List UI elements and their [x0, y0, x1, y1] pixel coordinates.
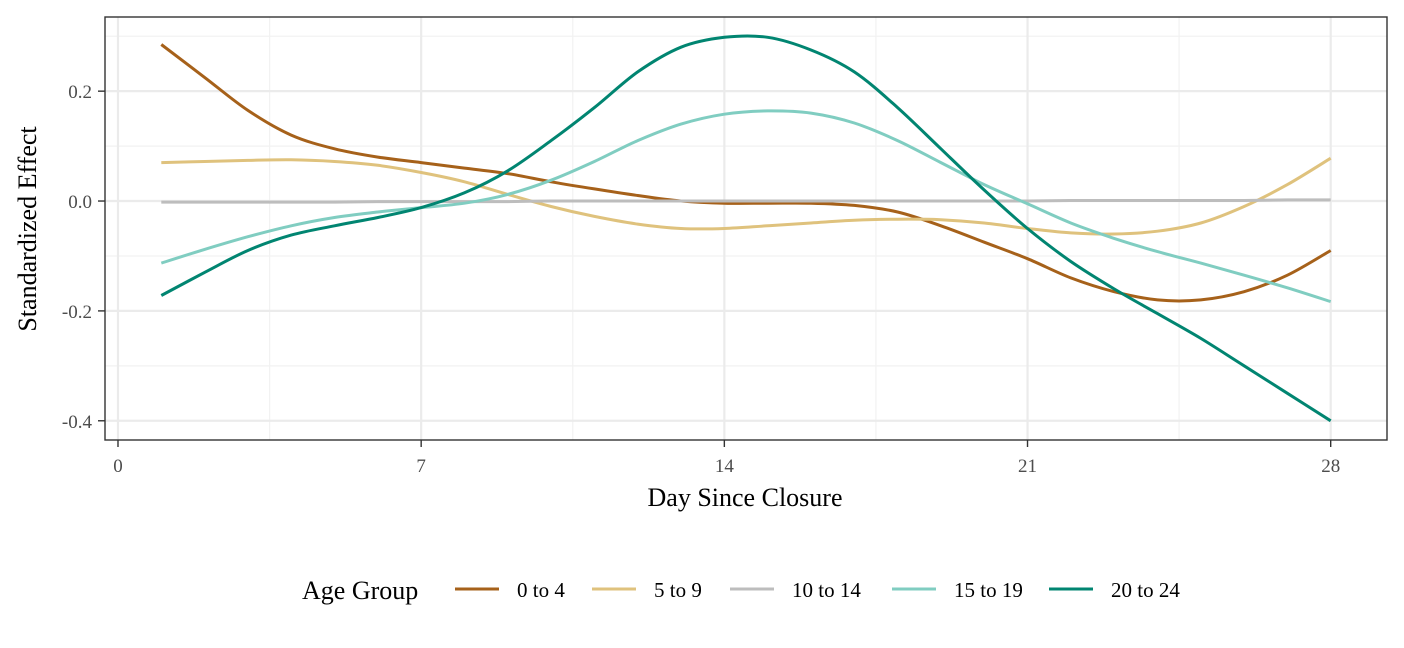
x-axis-title: Day Since Closure	[648, 483, 843, 512]
series-line-0-to-4	[160, 43, 1332, 303]
x-tick-label-1: 7	[416, 456, 426, 477]
plot-panel-border	[104, 16, 1388, 441]
legend-items: 0 to 4 5 to 9 10 to 14 15 to 19 20 to 24	[455, 578, 1180, 602]
series-line-20-to-24	[160, 34, 1332, 423]
legend: Age Group 0 to 4 5 to 9 10 to 14 15 to 19 20…	[302, 576, 1180, 605]
x-tick-label-2: 14	[715, 456, 735, 477]
legend-label-15-to-19: 15 to 19	[954, 578, 1023, 602]
y-tick-label-3: 0.2	[68, 82, 92, 103]
series-line-15-to-19	[160, 109, 1332, 304]
legend-label-5-to-9: 5 to 9	[654, 578, 702, 602]
y-tick-label-1: -0.2	[62, 302, 92, 323]
x-tick-label-0: 0	[113, 456, 123, 477]
series-lines	[160, 34, 1332, 423]
legend-label-20-to-24: 20 to 24	[1111, 578, 1180, 602]
series-line-5-to-9	[161, 156, 1332, 236]
y-axis-title: Standardized Effect	[13, 126, 42, 332]
grid	[105, 17, 1387, 440]
x-tick-label-4: 28	[1321, 456, 1340, 477]
y-tick-label-2: 0.0	[68, 192, 92, 213]
axes: 0 7 14 21 28 -0.4 -0.2 0.0 0.2	[62, 82, 1340, 477]
series-line-10-to-14	[161, 198, 1331, 204]
legend-label-0-to-4: 0 to 4	[517, 578, 565, 602]
legend-title: Age Group	[302, 576, 418, 605]
legend-label-10-to-14: 10 to 14	[792, 578, 861, 602]
x-tick-label-3: 21	[1018, 456, 1037, 477]
y-tick-label-0: -0.4	[62, 412, 93, 433]
